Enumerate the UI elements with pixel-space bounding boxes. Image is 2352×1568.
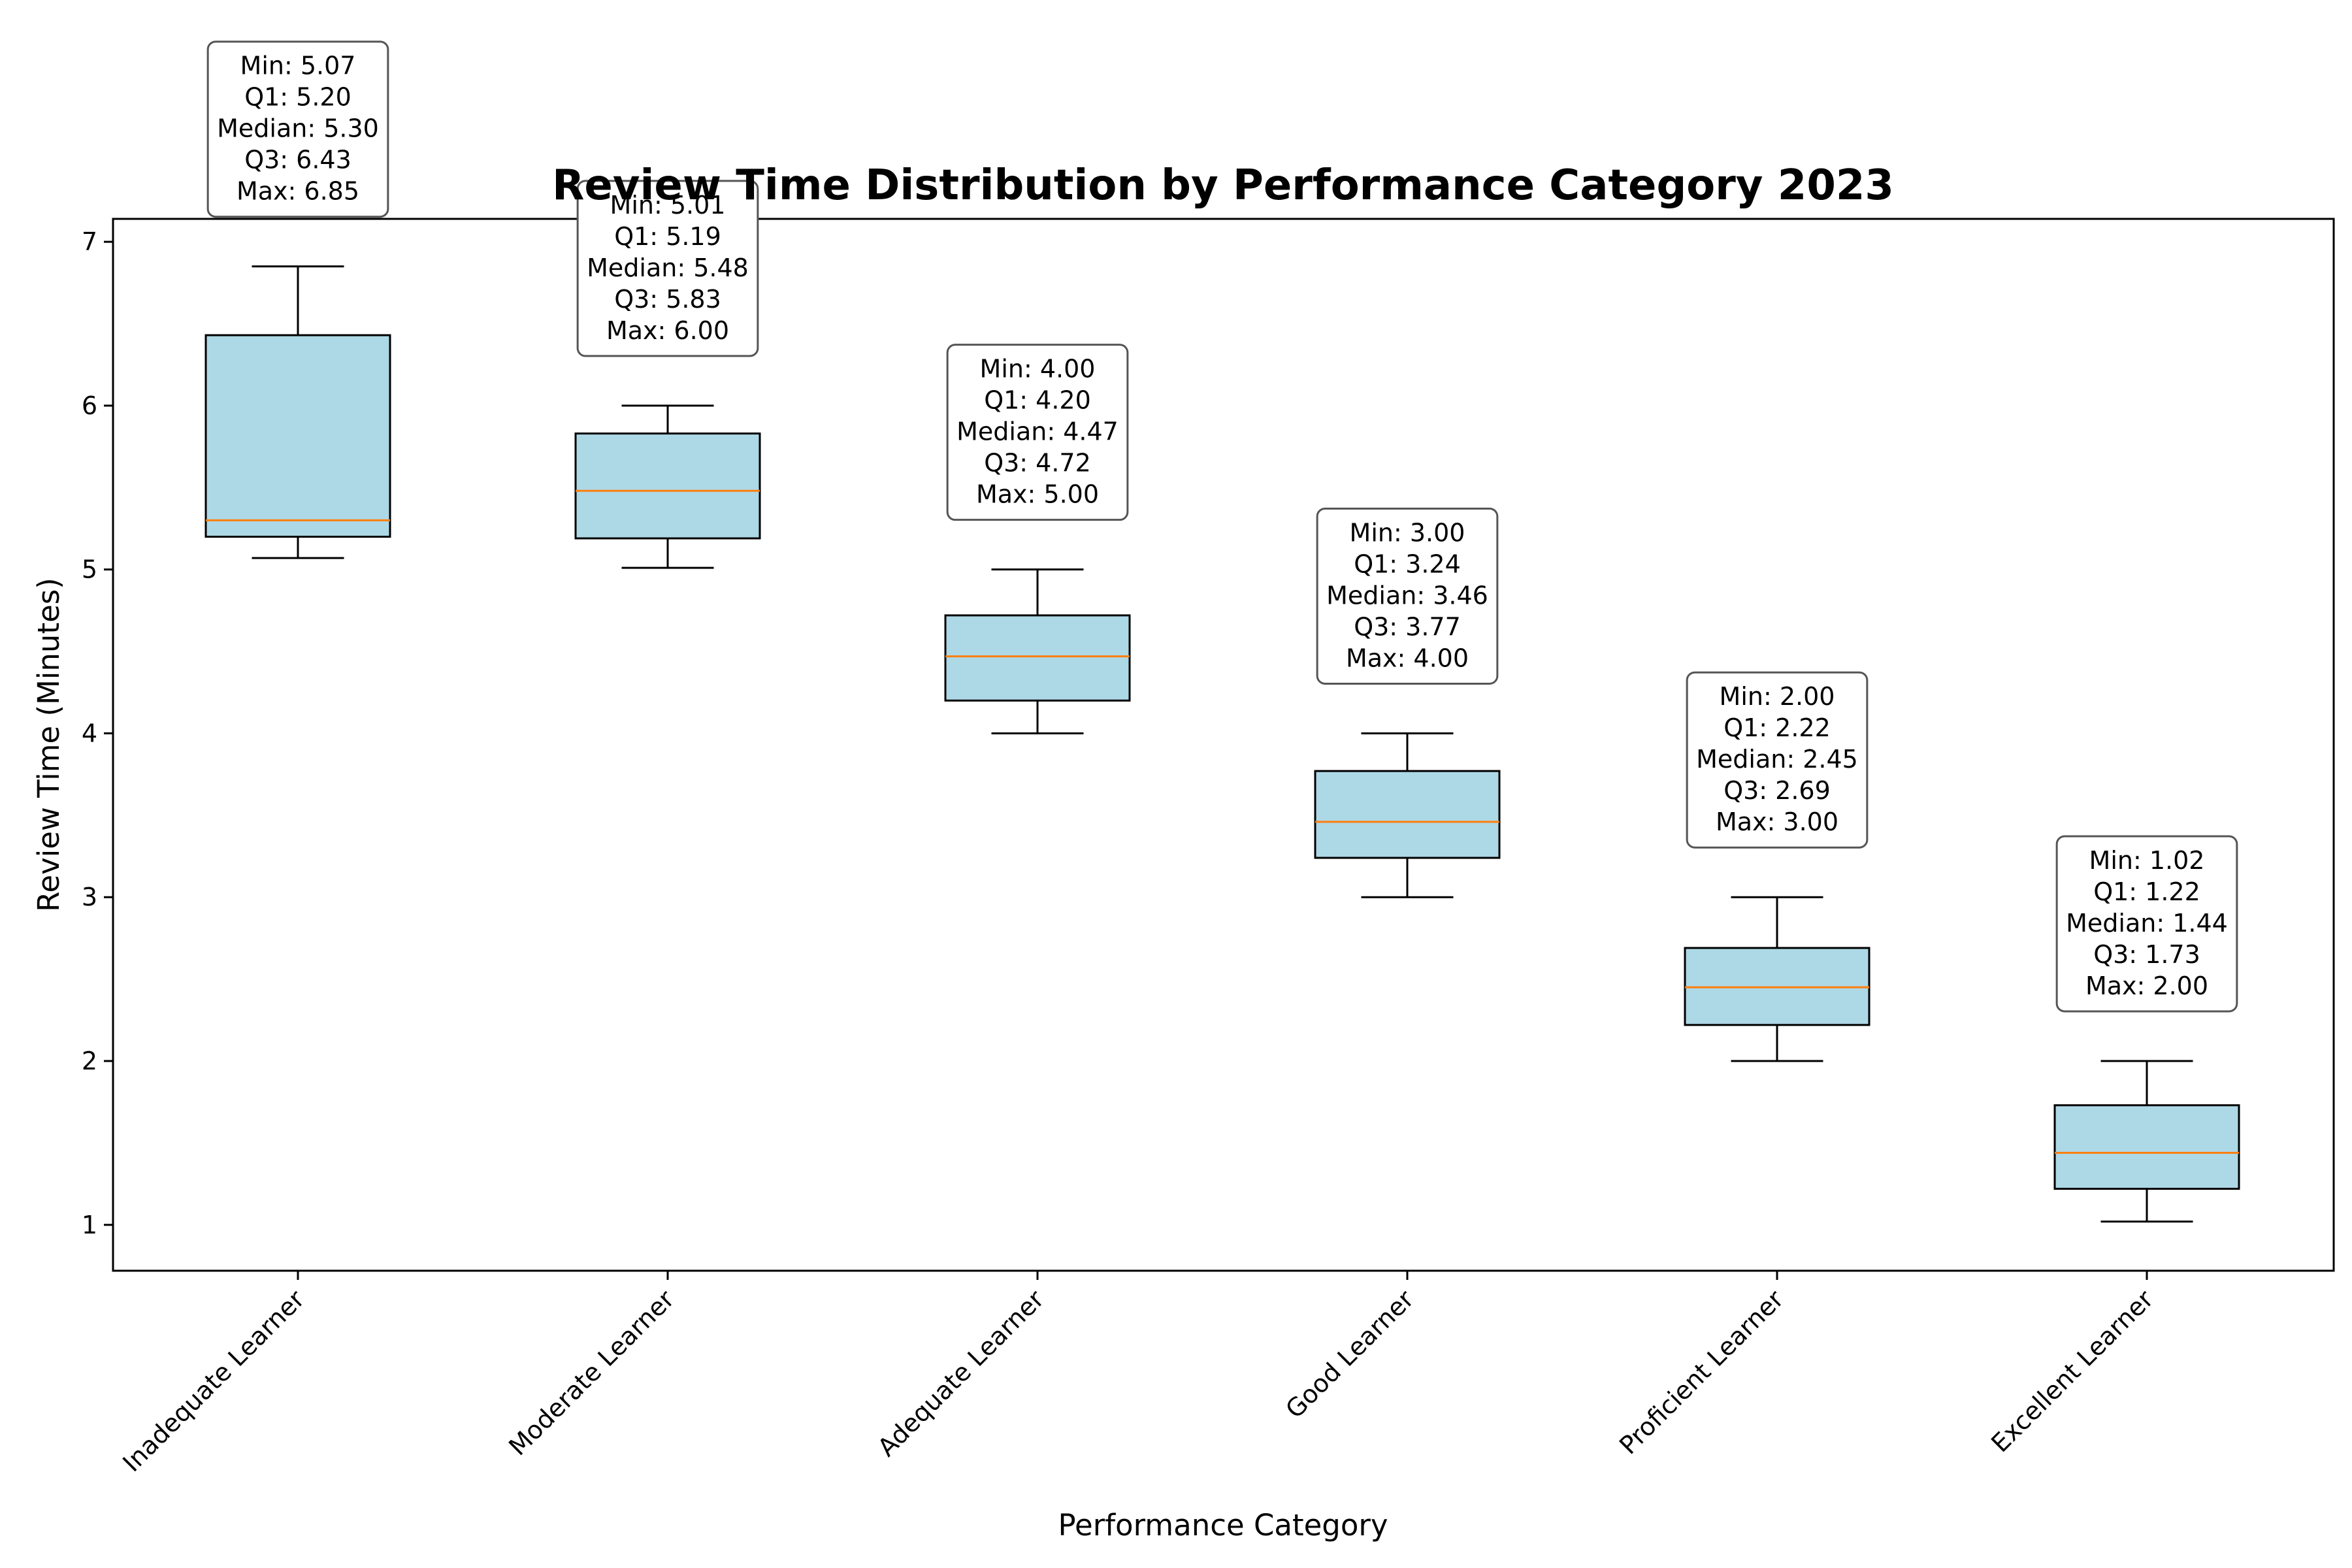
x-tick-label: Good Learner [1280, 1284, 1419, 1424]
annotation-line: Max: 4.00 [1346, 644, 1469, 672]
annotation-line: Median: 1.44 [2066, 909, 2228, 938]
y-tick-label: 2 [82, 1047, 97, 1075]
annotation-box [576, 180, 759, 357]
annotation-box [206, 41, 389, 218]
annotation-line: Q3: 1.73 [2093, 940, 2200, 969]
annotation-box [1316, 507, 1499, 685]
iqr-box [944, 614, 1131, 702]
plot-area-frame [112, 218, 2335, 1272]
iqr-box [204, 334, 391, 538]
box-group [1314, 732, 1501, 898]
annotation-line: Min: 5.01 [610, 191, 726, 220]
y-tick-label: 1 [82, 1211, 97, 1239]
annotation-line: Median: 2.45 [1696, 745, 1858, 774]
annotation-line: Min: 4.00 [980, 355, 1096, 384]
annotation-line: Median: 5.48 [587, 253, 749, 282]
chart-title: Review Time Distribution by Performance … [552, 161, 1894, 210]
annotation-line: Q1: 3.24 [1354, 549, 1461, 578]
box-group [1684, 896, 1870, 1062]
annotation-line: Q1: 2.22 [1723, 713, 1831, 742]
iqr-box [574, 433, 761, 540]
box-group [574, 404, 761, 569]
annotation-line: Q1: 5.20 [244, 83, 351, 112]
annotation-line: Max: 2.00 [2085, 972, 2208, 1000]
annotation-line: Q3: 5.83 [614, 285, 721, 314]
iqr-box [1314, 770, 1501, 859]
annotation-line: Median: 5.30 [217, 114, 379, 143]
x-tick-label: Adequate Learner [872, 1284, 1050, 1462]
annotation-box [2055, 835, 2238, 1013]
x-tick-label: Moderate Learner [503, 1284, 679, 1461]
y-tick-label: 6 [82, 391, 97, 420]
annotation-line: Q3: 6.43 [244, 146, 351, 174]
annotation-line: Min: 3.00 [1350, 518, 1465, 547]
annotation-line: Q1: 4.20 [984, 386, 1091, 415]
annotation-line: Min: 2.00 [1720, 682, 1835, 711]
box-group [2053, 1060, 2240, 1223]
plot-layer [204, 265, 2240, 1223]
annotation-line: Min: 1.02 [2089, 846, 2205, 875]
y-tick-label: 4 [82, 719, 97, 747]
annotation-box [946, 344, 1129, 521]
annotation-line: Median: 3.46 [1326, 581, 1488, 610]
annotation-line: Max: 3.00 [1716, 808, 1838, 836]
y-axis-label: Review Time (Minutes) [31, 578, 66, 912]
x-axis-label: Performance Category [1058, 1508, 1388, 1543]
annotation-line: Max: 5.00 [976, 480, 1099, 509]
annotation-line: Median: 4.47 [956, 417, 1119, 446]
x-tick-label: Excellent Learner [1985, 1284, 2159, 1458]
iqr-box [2053, 1104, 2240, 1190]
y-tick-label: 3 [82, 883, 97, 911]
box-group [204, 265, 391, 559]
x-tick-label: Proficient Learner [1614, 1284, 1789, 1460]
annotation-box [1686, 671, 1869, 849]
x-tick-label: Inadequate Learner [117, 1284, 310, 1477]
annotation-line: Q3: 3.77 [1354, 612, 1461, 641]
annotation-line: Min: 5.07 [240, 52, 356, 80]
annotation-line: Max: 6.85 [237, 177, 359, 206]
annotation-line: Q1: 1.22 [2093, 877, 2200, 906]
y-tick-label: 7 [82, 227, 97, 256]
annotation-line: Q1: 5.19 [614, 222, 721, 251]
annotation-line: Q3: 4.72 [984, 449, 1091, 478]
annotation-line: Max: 6.00 [606, 316, 729, 345]
annotation-line: Q3: 2.69 [1723, 776, 1831, 805]
box-group [944, 568, 1131, 734]
y-tick-label: 5 [82, 555, 97, 584]
